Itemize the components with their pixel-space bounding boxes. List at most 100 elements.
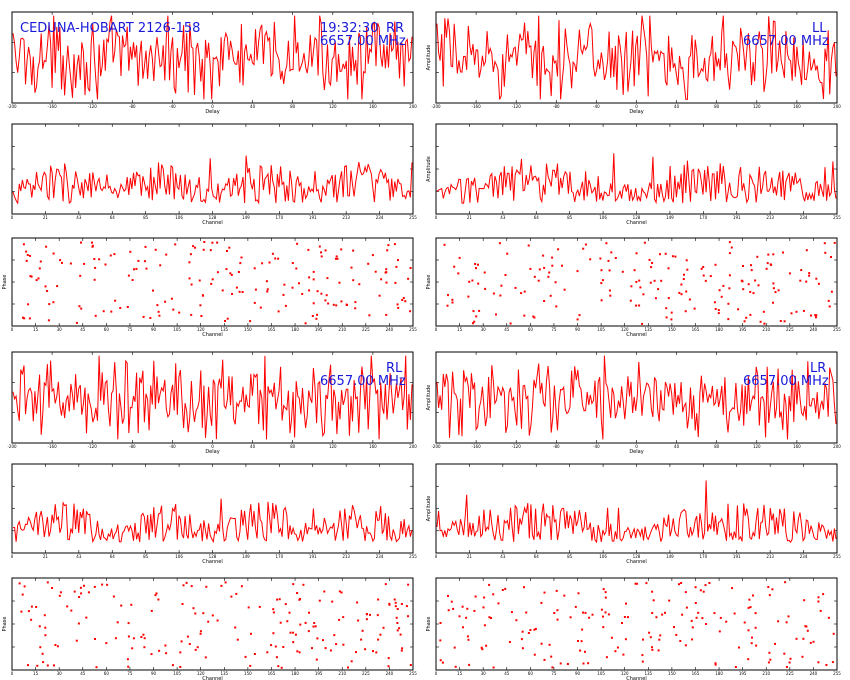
phase-point	[584, 243, 587, 246]
phase-point	[743, 621, 746, 624]
phase-point	[704, 584, 707, 587]
x-tick-label: 149	[242, 215, 250, 220]
phase-point	[192, 245, 195, 248]
phase-point	[289, 631, 292, 634]
phase-point	[41, 652, 44, 655]
x-tick-label: 165	[268, 327, 276, 332]
phase-point	[332, 303, 335, 306]
phase-point	[407, 583, 410, 586]
phase-point	[584, 611, 587, 614]
phase-point	[653, 279, 656, 282]
phase-point	[357, 619, 360, 622]
panel-lr-delay: Delay Amplitude -200 -160 -120 -80 -40 0 40 80 120…	[426, 351, 841, 455]
phase-point	[354, 301, 357, 304]
phase-point	[809, 641, 812, 644]
phase-point	[158, 314, 161, 317]
phase-point	[338, 590, 341, 593]
phase-point	[291, 286, 294, 289]
phase-point	[645, 582, 648, 585]
phase-point	[112, 595, 115, 598]
phase-point	[831, 661, 834, 664]
phase-point	[501, 589, 504, 591]
phase-point	[658, 638, 661, 641]
phase-point	[751, 636, 753, 639]
freq-label-lr: 6657.00 MHz	[743, 374, 829, 389]
phase-point	[385, 271, 388, 274]
phase-point	[54, 644, 57, 646]
phase-point	[367, 262, 370, 265]
phase-point	[659, 634, 662, 637]
phase-point	[563, 288, 566, 291]
phase-point	[718, 289, 721, 292]
phase-point	[44, 634, 47, 637]
x-tick-label: 75	[127, 671, 133, 676]
phase-point	[599, 257, 602, 260]
phase-point	[298, 282, 300, 285]
phase-point	[551, 256, 554, 259]
phase-point	[523, 290, 526, 293]
phase-point	[324, 647, 327, 650]
phase-point	[46, 664, 49, 667]
phase-point	[473, 320, 476, 323]
phase-point	[441, 661, 444, 664]
phase-point	[56, 645, 59, 648]
x-tick-label: 255	[833, 554, 841, 559]
phase-point	[549, 294, 552, 297]
phase-point	[674, 255, 677, 258]
phase-point	[188, 643, 191, 645]
phase-point	[616, 646, 619, 649]
phase-point	[480, 646, 483, 649]
x-axis-title: Channel	[202, 332, 223, 338]
x-tick-label: -80	[553, 444, 560, 449]
phase-point	[399, 633, 402, 636]
phase-point	[728, 274, 731, 277]
phase-point	[200, 315, 203, 317]
phase-point	[521, 630, 524, 633]
freq-label-rl: 6657.00 MHz	[320, 374, 406, 389]
phase-point	[94, 314, 97, 317]
x-tick-label: 0	[435, 554, 438, 559]
phase-point	[540, 642, 543, 645]
phase-point	[404, 300, 407, 303]
panel-rl-delay: Delay -200 -160 -120 -80 -40 0 40 80 120 160 200	[7, 351, 417, 455]
phase-point	[652, 599, 655, 602]
phase-point	[98, 258, 101, 261]
phase-point	[401, 299, 404, 301]
phase-point	[185, 581, 188, 584]
phase-point	[279, 621, 282, 624]
phase-point	[582, 611, 584, 614]
phase-point	[601, 279, 604, 282]
phase-point	[633, 269, 636, 272]
phase-point	[451, 298, 454, 301]
phase-point	[629, 299, 632, 302]
phase-point	[354, 307, 357, 310]
y-axis-title: Phase	[426, 275, 432, 290]
phase-point	[635, 252, 638, 255]
phase-point	[694, 586, 697, 589]
panel-frame	[11, 577, 414, 671]
phase-point	[270, 644, 273, 647]
phase-point	[393, 598, 396, 601]
y-axis-title: Amplitude	[426, 156, 432, 182]
x-tick-label: 195	[739, 327, 747, 332]
phase-point	[93, 585, 96, 588]
x-tick-label: 0	[435, 215, 438, 220]
phase-point	[643, 241, 646, 244]
phase-point	[608, 289, 611, 292]
phase-point	[533, 275, 536, 278]
phase-point	[75, 639, 78, 642]
phase-point	[639, 286, 642, 289]
phase-point	[261, 262, 264, 265]
x-tick-label: -120	[88, 104, 98, 109]
phase-point	[385, 268, 388, 271]
phase-point	[379, 633, 382, 636]
x-tick-label: 120	[197, 327, 205, 332]
phase-point	[155, 592, 158, 595]
phase-point	[340, 591, 343, 594]
phase-point	[338, 281, 341, 284]
phase-point	[358, 283, 361, 286]
phase-point	[801, 655, 804, 658]
phase-point	[207, 620, 210, 623]
x-tick-label: 225	[786, 327, 794, 332]
phase-point	[602, 626, 605, 629]
